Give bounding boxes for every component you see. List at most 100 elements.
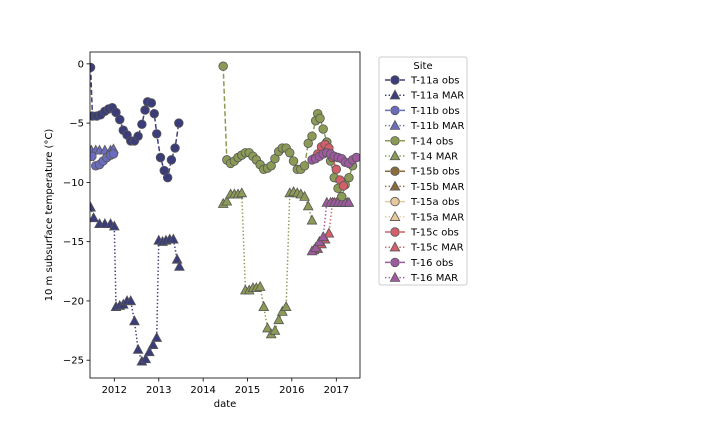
t-14-obs-point <box>288 156 299 166</box>
y-tick-label: −5 <box>69 119 84 130</box>
t-14-obs-point <box>285 148 295 158</box>
t-11a-mar-point <box>151 331 163 342</box>
legend-label: T-15b obs <box>410 167 460 178</box>
legend-item-t-14-mar: T-14 MAR <box>385 150 458 163</box>
y-tick-label: −15 <box>63 237 84 248</box>
legend-label: T-15c MAR <box>410 243 464 254</box>
legend-label: T-16 obs <box>410 258 453 269</box>
y-tick-label: −10 <box>63 178 84 189</box>
t-11a-mar-point <box>140 353 152 364</box>
t-11a-mar-point <box>108 220 120 231</box>
legend-marker <box>390 227 400 237</box>
t-11a-mar-point <box>174 260 185 271</box>
legend-marker <box>389 119 401 130</box>
legend-item-t-15c-mar: T-15c MAR <box>385 241 464 254</box>
legend-marker <box>390 105 400 116</box>
t-14-obs-point <box>303 138 313 148</box>
t-11a-mar-point <box>129 315 140 326</box>
t-11a-obs-point <box>115 114 125 125</box>
legend: Site T-11a obs T-11a MAR T-11b obs T-11b MA… <box>378 56 468 286</box>
legend-item-t-15a-obs: T-15a obs <box>385 196 460 208</box>
t-11a-obs-point <box>155 152 166 163</box>
t-14-obs-point <box>270 153 280 164</box>
legend-marker <box>389 89 401 100</box>
t-14-mar-point <box>299 190 311 201</box>
t-14-mar-point <box>302 200 314 211</box>
t-11a-obs-point <box>174 118 184 128</box>
legend-item-t-16-obs: T-16 obs <box>385 257 453 269</box>
t-15c-obs-point <box>338 181 349 191</box>
t-14-mar-line <box>222 191 313 336</box>
t-11a-mar-line <box>90 207 181 363</box>
x-tick-label: 2014 <box>190 385 215 396</box>
t-16-mar-point <box>310 241 322 252</box>
t-14-mar-point <box>269 324 281 335</box>
t-14-mar-point <box>258 301 270 312</box>
t-16-mar-point <box>317 231 329 242</box>
legend-item-t-11b-mar: T-11b MAR <box>385 119 465 132</box>
x-axis-label: date <box>214 399 237 410</box>
legend-marker <box>389 271 401 282</box>
t-11a-mar-point <box>167 233 179 244</box>
t-14-mar-point <box>273 314 285 325</box>
y-axis-label: 10 m subsurface temperature (°C) <box>44 129 55 302</box>
legend-item-t-15b-obs: T-15b obs <box>385 166 460 178</box>
t-11a-obs-point <box>170 143 180 153</box>
t-11a-obs-point <box>166 155 177 165</box>
t-11a-mar-point <box>132 343 144 354</box>
legend-marker <box>390 166 400 176</box>
legend-label: T-11b obs <box>410 106 460 117</box>
y-tick-label: 0 <box>78 59 84 70</box>
t-16-mar-point <box>343 196 355 207</box>
t-11a-obs-point <box>152 129 162 139</box>
t-14-obs-point <box>315 113 325 124</box>
t-14-mar-point <box>221 195 233 206</box>
t-11a-obs-point <box>111 107 121 118</box>
legend-marker <box>390 196 400 207</box>
t-14-mar-point <box>306 214 318 225</box>
t-11a-mar-point <box>147 338 159 349</box>
axes-frame <box>89 51 361 379</box>
legend-label: T-11a obs <box>410 76 460 87</box>
legend-marker <box>390 257 400 268</box>
t-16-obs-point <box>351 152 360 163</box>
t-11a-mar-point <box>90 212 100 223</box>
x-tick-label: 2012 <box>102 385 127 396</box>
legend-title: Site <box>413 61 432 72</box>
legend-item-t-15c-obs: T-15c obs <box>385 227 459 239</box>
x-tick-label: 2015 <box>235 385 260 396</box>
legend-label: T-11b MAR <box>410 121 465 132</box>
t-15c-mar-point <box>323 227 335 238</box>
t-14-mar-point <box>236 187 248 198</box>
legend-label: T-15a MAR <box>410 212 464 223</box>
legend-item-t-11b-obs: T-11b obs <box>385 105 460 117</box>
t-11b-obs-point <box>108 149 119 159</box>
t-11a-mar-point <box>90 201 97 212</box>
t-11a-obs-point <box>162 172 173 183</box>
legend-marker <box>389 150 401 161</box>
legend-item-t-11a-mar: T-11a MAR <box>385 89 464 102</box>
legend-item-t-15b-mar: T-15b MAR <box>385 180 465 193</box>
plot-area <box>90 61 360 366</box>
t-11a-obs-point <box>137 119 147 130</box>
y-tick-label: −25 <box>63 356 84 367</box>
legend-label: T-15b MAR <box>410 182 465 193</box>
x-tick-label: 2017 <box>324 385 349 396</box>
t-14-obs-point <box>299 161 310 171</box>
x-tick-label: 2013 <box>146 385 171 396</box>
t-11a-mar-point <box>171 253 183 264</box>
x-tick-label: 2016 <box>279 385 304 396</box>
t-14-obs-point <box>266 161 276 171</box>
legend-marker <box>390 136 400 146</box>
legend-marker <box>389 241 401 252</box>
legend-label: T-14 obs <box>410 136 453 147</box>
t-14-mar-point <box>280 301 292 312</box>
y-tick-label: −20 <box>63 296 84 307</box>
legend-marker <box>389 210 401 221</box>
t-14-obs-point <box>218 61 228 71</box>
t-11a-obs-point <box>133 131 143 141</box>
legend-label: T-11a MAR <box>410 91 464 102</box>
t-11a-mar-point <box>143 346 155 357</box>
axes: 2012 2013 2014 2015 2016 2017 0 −5 −10 −15 −20 −25 <box>63 51 361 396</box>
